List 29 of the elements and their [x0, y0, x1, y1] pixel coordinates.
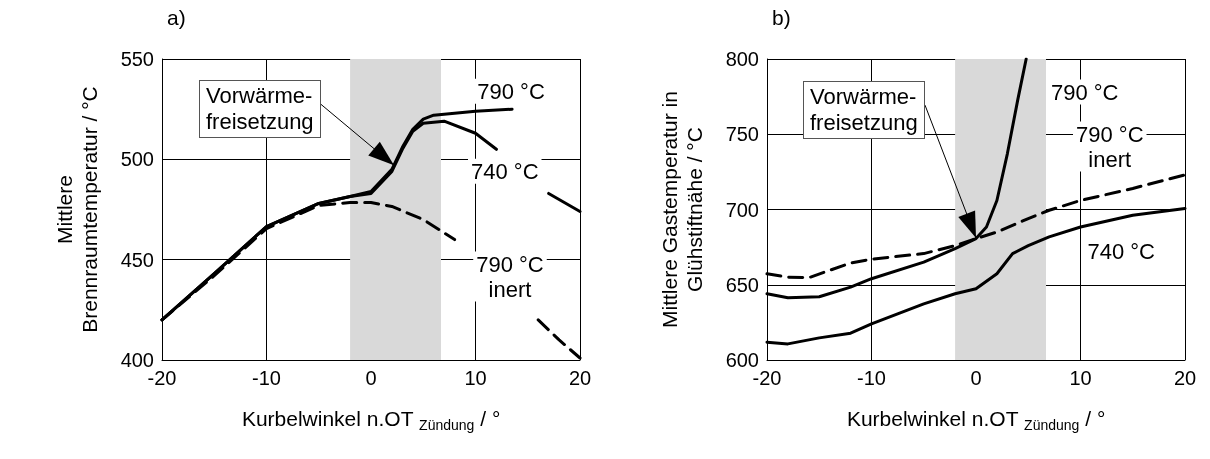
x-tick-label: 0	[365, 367, 377, 389]
x-axis-title: Kurbelwinkel n.OT Zündung / °	[846, 406, 1106, 433]
chart-title: b)	[772, 6, 791, 29]
x-tick-label: 10	[1069, 367, 1092, 389]
series-label: 790 °C inert	[1076, 121, 1144, 172]
y-tick-label: 500	[120, 148, 154, 171]
x-tick-label: -10	[857, 367, 886, 389]
chart-title: a)	[167, 6, 186, 29]
annotation: Vorwärme- freisetzung	[198, 80, 321, 139]
series-label: 790 °C	[477, 78, 545, 104]
x-tick-label: 20	[1173, 367, 1197, 389]
y-tick-label: 700	[725, 198, 759, 221]
x-tick-label: 10	[464, 367, 487, 389]
x-tick-label: -10	[252, 367, 281, 389]
y-axis-title: Mittlere Gastemperatur in Glühstiftnähe / °C	[658, 91, 706, 328]
x-tick-label: 20	[568, 367, 592, 389]
y-axis-title: Mittlere Brennraumtemperatur / °C	[53, 86, 101, 333]
series-label: 790 °C inert	[476, 251, 544, 302]
series-label: 790 °C	[1050, 79, 1119, 105]
y-tick-label: 750	[725, 123, 759, 146]
y-tick-label: 800	[725, 48, 759, 70]
series-label: 740 °C	[471, 158, 539, 184]
x-axis-title: Kurbelwinkel n.OT Zündung / °	[241, 406, 501, 433]
x-tick-label: 0	[970, 367, 982, 389]
y-tick-label: 550	[120, 48, 154, 70]
y-tick-label: 650	[725, 273, 759, 296]
annotation: Vorwärme- freisetzung	[803, 81, 925, 140]
y-tick-label: 450	[120, 248, 154, 271]
series-label: 740 °C	[1087, 239, 1156, 265]
